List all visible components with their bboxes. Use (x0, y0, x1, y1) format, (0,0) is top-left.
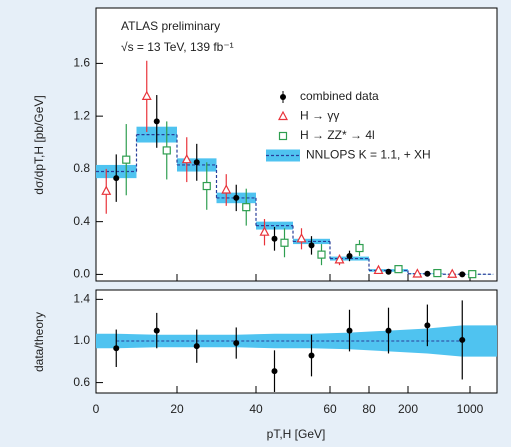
data-point (141, 90, 152, 100)
data-point (162, 146, 171, 155)
data-point (317, 250, 326, 259)
data-point (193, 343, 200, 350)
data-point (221, 184, 232, 194)
data-point (193, 159, 200, 166)
legend-label: combined data (300, 89, 379, 103)
top-panel (95, 7, 498, 282)
x-axis-label: pT,H [GeV] (267, 427, 326, 441)
data-point (385, 327, 392, 334)
legend-marker (278, 110, 288, 121)
y-tick-label: 1.0 (73, 333, 90, 347)
data-point (308, 242, 315, 249)
data-point (259, 226, 270, 236)
data-point (113, 345, 120, 352)
annotation: √s = 13 TeV, 139 fb⁻¹ (121, 40, 234, 54)
data-point (355, 243, 364, 253)
data-point (447, 268, 458, 278)
data-point (181, 153, 192, 164)
data-point (346, 327, 353, 334)
data-point (122, 155, 131, 164)
data-point (202, 181, 211, 191)
data-point (296, 233, 307, 243)
data-point (346, 252, 353, 259)
x-tick-label: 0 (93, 402, 100, 416)
data-point (459, 271, 466, 278)
y-axis-label: dσ/dpT,H [pb/GeV] (32, 95, 46, 194)
legend-marker (278, 131, 288, 141)
data-point (394, 265, 403, 274)
data-point (113, 175, 120, 182)
data-point (334, 254, 345, 264)
data-point (271, 368, 278, 375)
x-tick-label: 20 (170, 402, 184, 416)
data-point (385, 268, 392, 275)
x-tick-label: 200 (398, 402, 418, 416)
theory-band (256, 221, 293, 230)
data-point (424, 322, 431, 329)
data-point (424, 270, 431, 277)
data-point (233, 340, 240, 347)
data-point (412, 268, 423, 278)
data-point (242, 203, 251, 212)
legend-label: H → ZZ* → 4l (300, 128, 375, 142)
y-tick-label: 0.6 (73, 375, 90, 389)
x-tick-label: 80 (362, 402, 376, 416)
data-point (468, 270, 477, 279)
data-point (459, 336, 466, 343)
legend-label: H → γγ (300, 109, 339, 123)
y-tick-label: 0.4 (73, 214, 90, 228)
data-point (153, 118, 160, 125)
y-axis-label: data/theory (32, 312, 46, 372)
y-tick-label: 1.6 (73, 56, 90, 70)
data-point (153, 327, 160, 334)
data-point (280, 238, 289, 247)
data-point (308, 352, 315, 359)
data-point (271, 235, 278, 242)
x-tick-label: 1000 (457, 402, 484, 416)
y-tick-label: 0.8 (73, 161, 90, 175)
data-point (101, 185, 112, 195)
data-point (373, 264, 384, 275)
y-tick-label: 0.0 (73, 267, 90, 281)
x-tick-label: 40 (249, 402, 263, 416)
x-tick-label: 60 (323, 402, 337, 416)
legend-label: NNLOPS K = 1.1, + XH (306, 148, 431, 162)
y-tick-label: 1.4 (73, 292, 90, 306)
data-point (233, 194, 240, 201)
data-point (433, 268, 442, 278)
annotation: ATLAS preliminary (121, 19, 220, 33)
y-tick-label: 1.2 (73, 108, 90, 122)
